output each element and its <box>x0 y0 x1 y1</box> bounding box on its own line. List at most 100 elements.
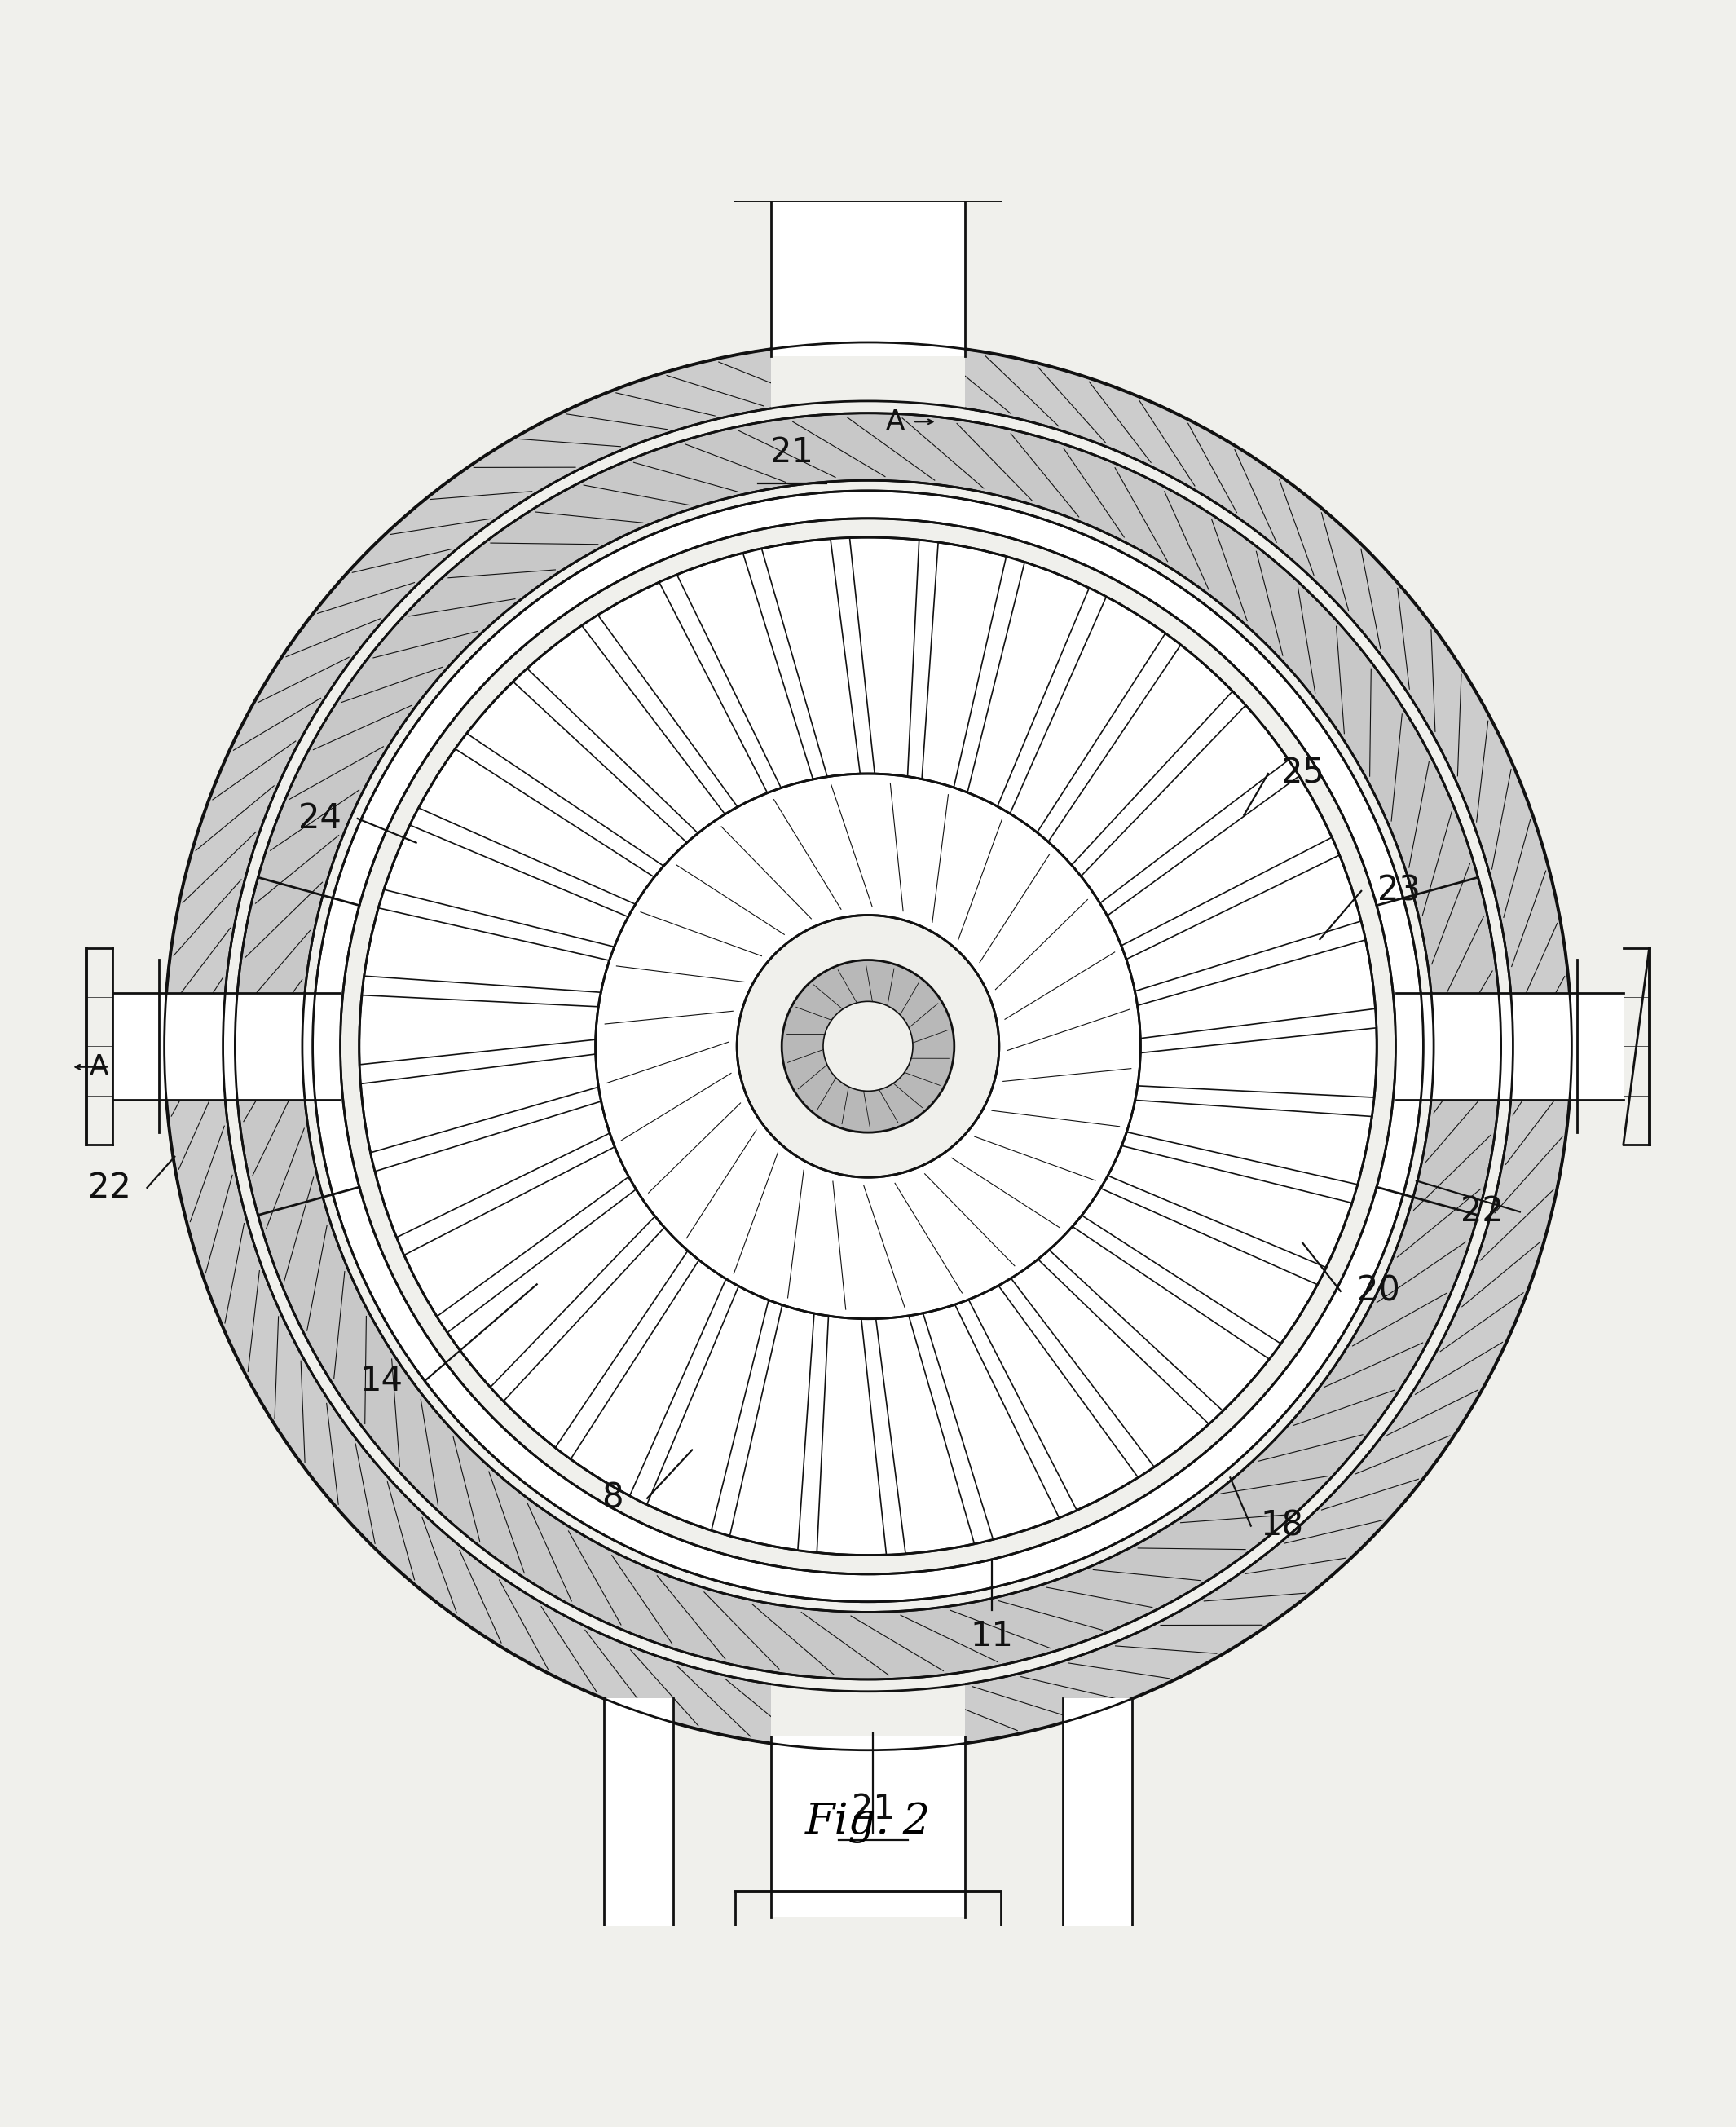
Polygon shape <box>378 889 620 961</box>
Bar <box>1396 993 1623 1100</box>
Text: 8: 8 <box>602 1480 623 1514</box>
Polygon shape <box>799 1308 828 1553</box>
Polygon shape <box>661 870 694 902</box>
Polygon shape <box>582 615 741 819</box>
Polygon shape <box>712 1295 783 1536</box>
Bar <box>234 993 340 1100</box>
Polygon shape <box>1068 906 1099 938</box>
Polygon shape <box>729 1246 759 1276</box>
Bar <box>113 993 340 1100</box>
Polygon shape <box>1087 1117 1116 1146</box>
Circle shape <box>340 519 1396 1574</box>
Polygon shape <box>1012 1221 1043 1253</box>
Polygon shape <box>637 906 668 938</box>
Polygon shape <box>858 787 878 808</box>
Polygon shape <box>995 587 1106 819</box>
Circle shape <box>234 413 1502 1680</box>
Polygon shape <box>1095 759 1299 919</box>
Text: 14: 14 <box>359 1363 403 1397</box>
Text: 21: 21 <box>852 1791 894 1825</box>
Polygon shape <box>812 789 838 815</box>
Polygon shape <box>1068 691 1246 881</box>
Circle shape <box>781 959 955 1132</box>
Polygon shape <box>437 1174 641 1332</box>
Polygon shape <box>556 1246 701 1459</box>
Text: 20: 20 <box>1358 1274 1399 1308</box>
Text: A: A <box>89 1053 108 1081</box>
Polygon shape <box>361 976 606 1006</box>
Polygon shape <box>1035 1246 1222 1425</box>
Polygon shape <box>608 1036 630 1057</box>
Polygon shape <box>861 1314 906 1555</box>
Polygon shape <box>630 1274 741 1504</box>
Text: A: A <box>885 408 904 436</box>
Polygon shape <box>620 1117 649 1146</box>
Bar <box>604 1697 674 1955</box>
Polygon shape <box>830 538 875 778</box>
Polygon shape <box>1135 1008 1377 1053</box>
Polygon shape <box>995 1274 1154 1478</box>
Text: 24: 24 <box>299 802 340 836</box>
Polygon shape <box>1130 1085 1375 1117</box>
Polygon shape <box>1106 1036 1128 1057</box>
Polygon shape <box>908 540 937 785</box>
Polygon shape <box>611 1076 637 1102</box>
Polygon shape <box>611 991 637 1017</box>
Polygon shape <box>1130 921 1366 1006</box>
Polygon shape <box>637 1155 668 1185</box>
Polygon shape <box>661 1191 694 1221</box>
Polygon shape <box>1099 991 1125 1017</box>
Text: 18: 18 <box>1260 1508 1304 1542</box>
Polygon shape <box>977 817 1007 847</box>
Polygon shape <box>1087 947 1116 976</box>
Circle shape <box>359 538 1377 1555</box>
Bar <box>771 174 965 355</box>
Circle shape <box>165 342 1571 1751</box>
Polygon shape <box>939 798 967 827</box>
Text: 21: 21 <box>771 436 814 470</box>
Polygon shape <box>410 808 641 919</box>
Polygon shape <box>1068 1155 1099 1185</box>
Polygon shape <box>1012 840 1043 872</box>
Circle shape <box>736 915 1000 1178</box>
Polygon shape <box>953 557 1024 798</box>
Text: 22: 22 <box>87 1170 130 1204</box>
Polygon shape <box>1099 1076 1125 1102</box>
Polygon shape <box>396 1132 620 1255</box>
Circle shape <box>222 402 1514 1691</box>
Polygon shape <box>370 1085 606 1172</box>
Bar <box>771 1682 965 1768</box>
Polygon shape <box>729 817 759 847</box>
Text: Fig. 2: Fig. 2 <box>806 1802 930 1844</box>
Polygon shape <box>898 789 924 815</box>
Polygon shape <box>1042 870 1075 902</box>
Bar <box>1062 1697 1132 1955</box>
Polygon shape <box>977 1246 1007 1276</box>
Polygon shape <box>939 1266 967 1293</box>
Polygon shape <box>693 840 724 872</box>
Polygon shape <box>898 1278 924 1304</box>
Polygon shape <box>908 1308 993 1544</box>
Bar <box>771 325 965 411</box>
Circle shape <box>823 1002 913 1091</box>
Polygon shape <box>858 1283 878 1306</box>
Bar <box>771 1736 965 1916</box>
Polygon shape <box>490 1212 668 1402</box>
Polygon shape <box>1068 1212 1281 1359</box>
Polygon shape <box>953 1295 1076 1519</box>
Bar <box>1396 993 1502 1100</box>
Polygon shape <box>1116 838 1340 961</box>
Polygon shape <box>1095 1174 1326 1285</box>
Text: 23: 23 <box>1378 874 1420 908</box>
Circle shape <box>302 481 1434 1612</box>
Polygon shape <box>1042 1191 1075 1221</box>
Polygon shape <box>1116 1132 1358 1204</box>
Polygon shape <box>660 574 783 798</box>
Polygon shape <box>769 798 797 827</box>
Polygon shape <box>812 1278 838 1304</box>
Polygon shape <box>514 668 701 847</box>
Circle shape <box>312 491 1424 1602</box>
Polygon shape <box>455 734 668 881</box>
Polygon shape <box>1035 634 1180 847</box>
Polygon shape <box>693 1221 724 1253</box>
